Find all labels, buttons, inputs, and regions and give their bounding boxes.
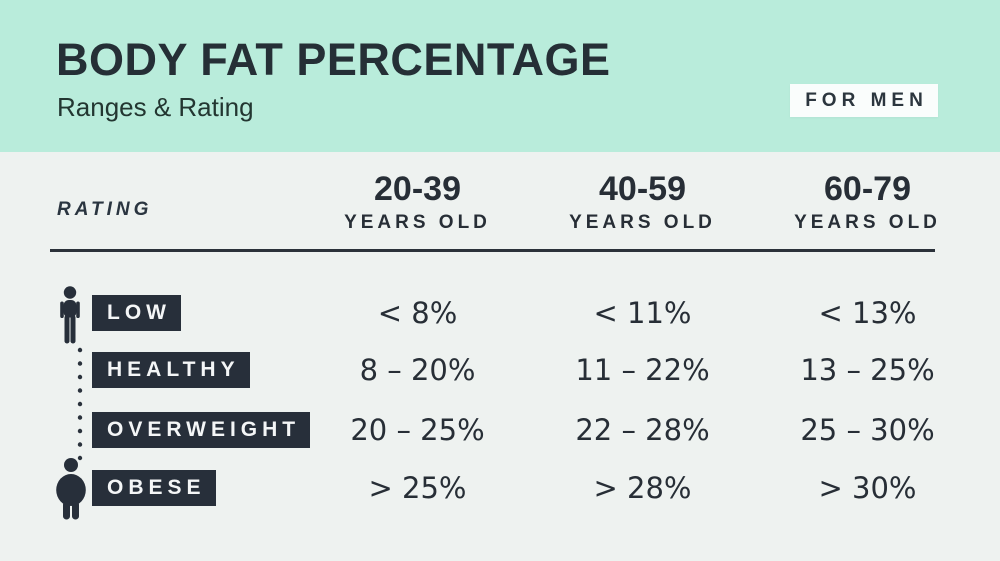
value-cell: < 8% bbox=[377, 296, 458, 330]
age-suffix-label: YEARS OLD bbox=[344, 212, 491, 233]
value-cell: < 11% bbox=[593, 296, 692, 330]
obese-person-icon bbox=[48, 457, 94, 520]
rating-badge-healthy: HEALTHY bbox=[92, 352, 250, 388]
value-cell: 8 – 20% bbox=[359, 353, 476, 387]
value-cell: > 28% bbox=[593, 471, 692, 505]
rating-label-cell: LOW bbox=[0, 295, 305, 331]
age-range-label: 40-59 bbox=[599, 170, 686, 208]
value-cell: < 13% bbox=[818, 296, 917, 330]
value-cell: 20 – 25% bbox=[350, 413, 485, 447]
page-title: BODY FAT PERCENTAGE bbox=[56, 34, 611, 85]
ratings-table: RATING 20-39 YEARS OLD 40-59 YEARS OLD 6… bbox=[0, 152, 1000, 561]
age-range-label: 20-39 bbox=[374, 170, 461, 208]
rating-badge-low: LOW bbox=[92, 295, 181, 331]
for-men-badge: FOR MEN bbox=[790, 84, 938, 117]
table-row-healthy: HEALTHY 8 – 20% 11 – 22% 13 – 25% bbox=[0, 341, 1000, 399]
page-subtitle: Ranges & Rating bbox=[57, 92, 254, 122]
header-divider bbox=[50, 249, 935, 252]
value-cell: 11 – 22% bbox=[575, 353, 710, 387]
value-cell: 22 – 28% bbox=[575, 413, 710, 447]
rating-label-cell: OVERWEIGHT bbox=[0, 412, 311, 448]
value-cell: > 25% bbox=[368, 471, 467, 505]
thin-person-icon bbox=[53, 286, 87, 344]
table-row-obese: OBESE > 25% > 28% > 30% bbox=[0, 459, 1000, 517]
table-row-overweight: OVERWEIGHT 20 – 25% 22 – 28% 25 – 30% bbox=[0, 401, 1000, 459]
table-header-row: RATING 20-39 YEARS OLD 40-59 YEARS OLD 6… bbox=[0, 168, 1000, 234]
rating-label-cell: OBESE bbox=[0, 470, 305, 506]
dotted-vertical-line bbox=[75, 346, 85, 462]
age-range-label: 60-79 bbox=[824, 170, 911, 208]
age-column-40-59: 40-59 YEARS OLD bbox=[530, 168, 755, 234]
rating-label-cell: HEALTHY bbox=[0, 352, 305, 388]
rating-badge-overweight: OVERWEIGHT bbox=[92, 412, 311, 448]
value-cell: 13 – 25% bbox=[800, 353, 935, 387]
value-cell: 25 – 30% bbox=[800, 413, 935, 447]
rating-column-label: RATING bbox=[57, 199, 153, 220]
age-suffix-label: YEARS OLD bbox=[794, 212, 941, 233]
age-suffix-label: YEARS OLD bbox=[569, 212, 716, 233]
value-cell: > 30% bbox=[818, 471, 917, 505]
header-banner: BODY FAT PERCENTAGE Ranges & Rating FOR … bbox=[0, 0, 1000, 152]
age-column-20-39: 20-39 YEARS OLD bbox=[305, 168, 530, 234]
age-column-60-79: 60-79 YEARS OLD bbox=[755, 168, 980, 234]
table-row-low: LOW < 8% < 11% < 13% bbox=[0, 284, 1000, 342]
rating-badge-obese: OBESE bbox=[92, 470, 216, 506]
